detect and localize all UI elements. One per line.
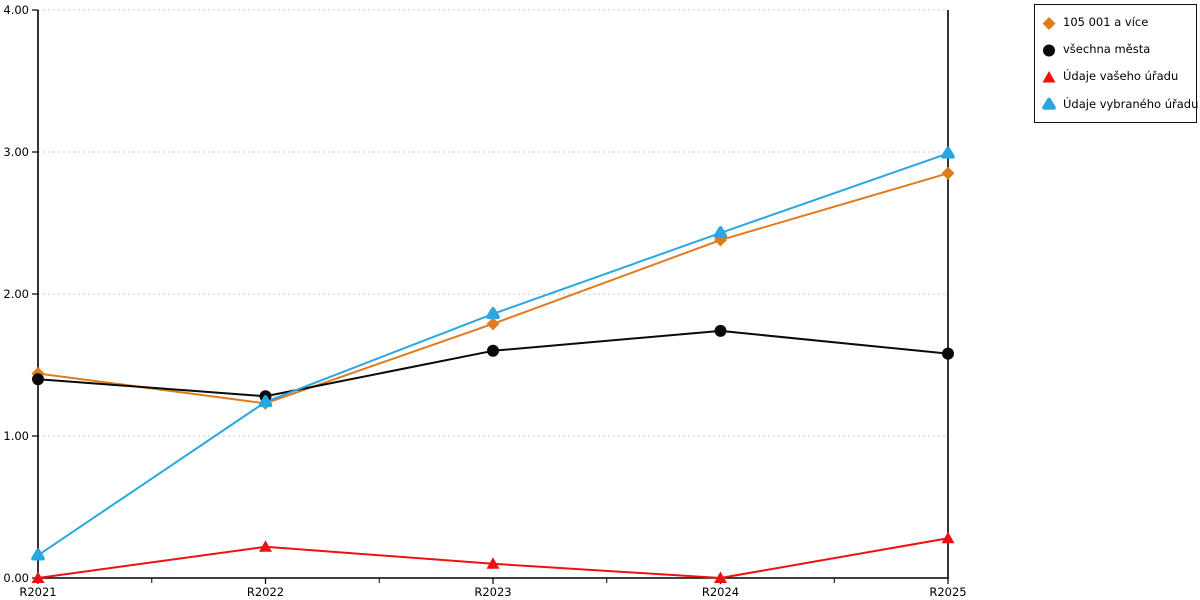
legend-marker-shape xyxy=(1042,71,1056,83)
legend-item: všechna města xyxy=(1041,42,1194,58)
circle-marker xyxy=(942,347,954,360)
y-tick-label: 3.00 xyxy=(3,145,29,159)
triangle-marker xyxy=(259,540,272,552)
legend-item: Údaje vybraného úřadu xyxy=(1041,96,1198,112)
series-line-0 xyxy=(37,172,949,405)
x-tick-label: R2023 xyxy=(474,585,511,599)
legend-label: Údaje vybraného úřadu xyxy=(1063,96,1199,111)
rounded-triangle-marker xyxy=(258,395,273,408)
rounded-triangle-marker xyxy=(713,226,728,239)
circle-marker-icon xyxy=(1041,42,1057,58)
x-tick-label: R2021 xyxy=(19,585,56,599)
circle-marker xyxy=(32,373,44,386)
diamond-marker-icon xyxy=(1041,15,1057,31)
rounded-triangle-marker xyxy=(941,146,955,159)
x-tick-label: R2025 xyxy=(929,585,966,599)
diamond-marker xyxy=(486,317,500,331)
y-tick-label: 1.00 xyxy=(3,429,29,443)
circle-marker xyxy=(487,344,499,357)
rounded-triangle-marker xyxy=(31,548,45,561)
circle-marker xyxy=(714,324,727,337)
triangle-marker xyxy=(714,571,727,583)
diamond-marker xyxy=(941,166,955,180)
x-tick-label: R2024 xyxy=(702,585,739,599)
triangle-marker xyxy=(31,571,45,583)
legend-label: všechna města xyxy=(1063,42,1151,57)
legend-item: Údaje vašeho úřadu xyxy=(1041,69,1194,85)
x-tick-label: R2022 xyxy=(247,585,284,599)
triangle-marker-icon xyxy=(1041,69,1057,85)
y-tick-label: 0.00 xyxy=(3,571,29,585)
triangle-marker xyxy=(486,557,500,569)
triangle-marker xyxy=(941,531,955,544)
legend-marker-shape xyxy=(1042,98,1056,111)
legend-label: Údaje vašeho úřadu xyxy=(1063,69,1179,84)
rounded-triangle-marker-icon xyxy=(1041,96,1057,112)
legend-marker-shape xyxy=(1043,44,1055,57)
legend-label: 105 001 a více xyxy=(1063,14,1149,29)
y-tick-label: 4.00 xyxy=(3,3,29,17)
rounded-triangle-marker xyxy=(486,307,500,320)
series-line-1 xyxy=(37,329,949,398)
legend: 105 001 a více všechna města Údaje vašeh… xyxy=(1034,4,1198,123)
legend-item: 105 001 a více xyxy=(1041,15,1194,31)
legend-marker-shape xyxy=(1042,16,1056,30)
y-tick-label: 2.00 xyxy=(3,287,29,301)
